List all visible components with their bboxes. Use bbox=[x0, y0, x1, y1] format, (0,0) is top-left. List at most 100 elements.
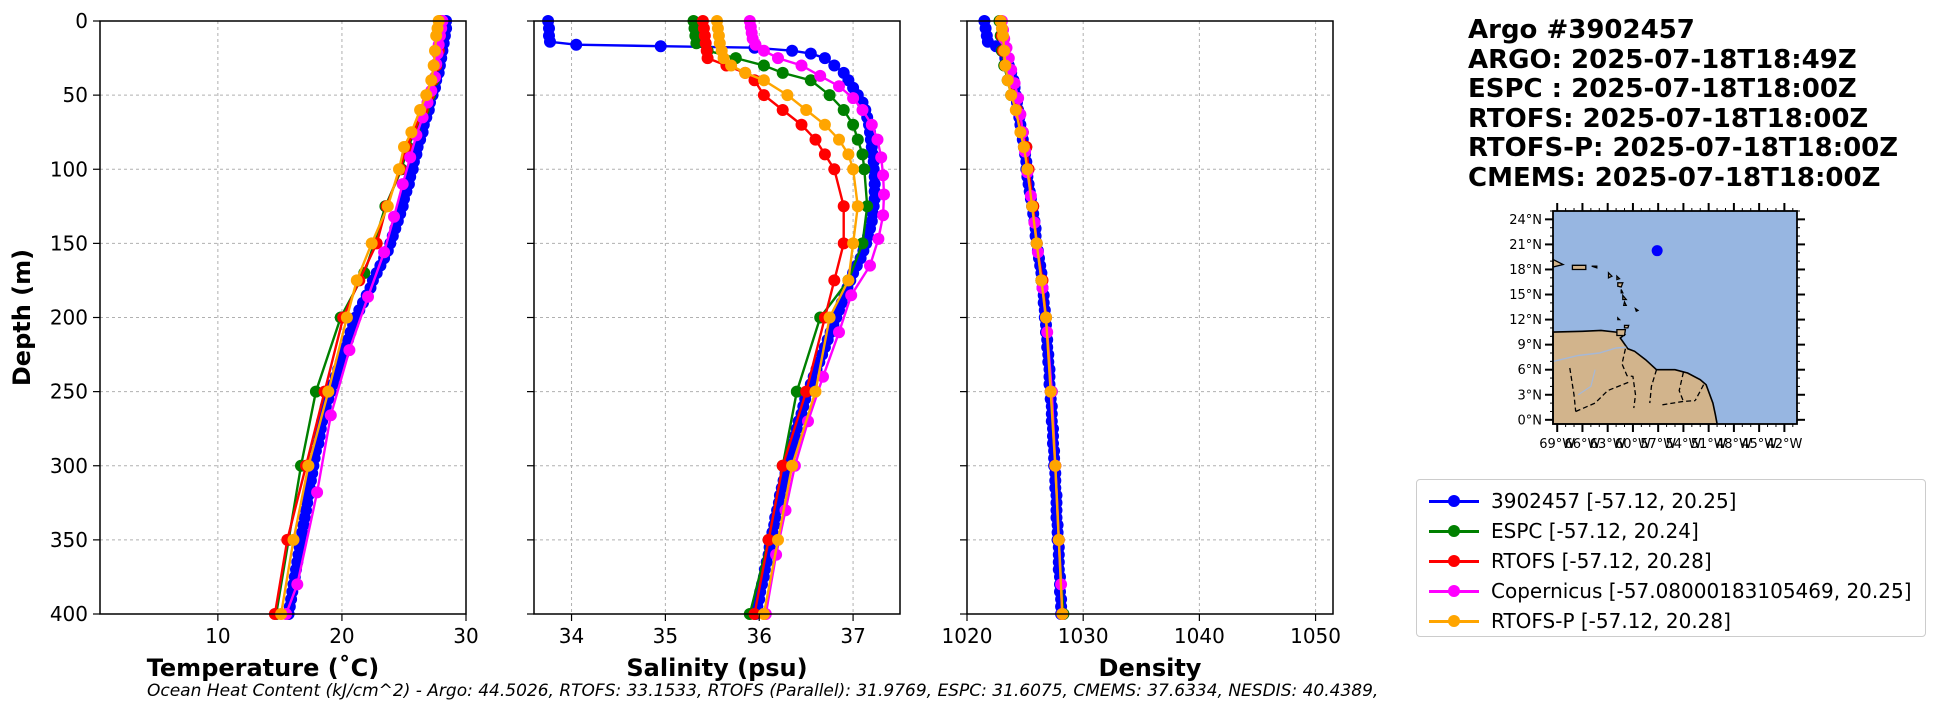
map-lon-label--48: 48°W bbox=[1716, 437, 1752, 452]
salinity-point-rtofs-17 bbox=[828, 274, 841, 287]
density-point-rtofs-p-16 bbox=[1049, 459, 1062, 472]
salinity-point-rtofs-p-20 bbox=[786, 459, 799, 472]
temperature-series-rtofs-p bbox=[275, 15, 445, 620]
salinity-point-copernicus-18 bbox=[872, 232, 885, 245]
salinity-xtick-label-36: 36 bbox=[747, 624, 772, 648]
map-island-6 bbox=[1620, 289, 1624, 294]
salinity-point-espc-12 bbox=[851, 133, 864, 146]
density-point-rtofs-p-9 bbox=[1017, 141, 1030, 153]
salinity-series-rtofs-p bbox=[711, 15, 864, 620]
salinity-point-rtofs-9 bbox=[757, 89, 770, 102]
salinity-point-copernicus-16 bbox=[878, 188, 890, 201]
depth-tick-label-200: 200 bbox=[50, 306, 88, 330]
map-lat-label-15: 15°N bbox=[1509, 288, 1542, 303]
salinity-point-rtofs-p-10 bbox=[800, 104, 813, 116]
temperature-point-rtofs-p-13 bbox=[350, 274, 363, 287]
temperature-point-copernicus-15 bbox=[362, 290, 374, 303]
salinity-point-argo-9 bbox=[818, 52, 831, 65]
map-island-5 bbox=[1617, 282, 1624, 288]
salinity-point-espc-9 bbox=[823, 89, 836, 102]
salinity-point-rtofs-p-13 bbox=[842, 148, 855, 161]
map-lat-label-9: 9°N bbox=[1518, 338, 1543, 353]
panel-density: 1020 1030 1040 1050 Density bbox=[942, 15, 1341, 682]
salinity-point-copernicus-5 bbox=[757, 44, 770, 57]
salinity-xtick-label-34: 34 bbox=[559, 624, 584, 648]
salinity-point-copernicus-15 bbox=[877, 169, 890, 182]
salinity-point-rtofs-19 bbox=[800, 385, 813, 398]
depth-tick-label-350: 350 bbox=[50, 528, 88, 552]
map-lat-label-3: 3°N bbox=[1518, 388, 1543, 403]
salinity-point-espc-8 bbox=[804, 74, 817, 87]
temperature-point-copernicus-16 bbox=[343, 344, 356, 357]
title-line-cmems-time: CMEMS: 2025-07-18T18:00Z bbox=[1468, 162, 1881, 193]
legend-swatch-copernicus bbox=[1427, 576, 1481, 606]
density-point-rtofs-p-6 bbox=[1005, 89, 1018, 102]
density-series-rtofs-p bbox=[994, 15, 1069, 620]
legend-label-rtofs-p: RTOFS-P [-57.12, 20.28] bbox=[1491, 609, 1731, 633]
temperature-point-rtofs-p-2 bbox=[430, 29, 443, 42]
density-point-rtofs-p-8 bbox=[1014, 126, 1027, 139]
density-point-rtofs-p-7 bbox=[1009, 104, 1022, 116]
salinity-point-rtofs-p-8 bbox=[757, 74, 770, 87]
density-xlabel: Density bbox=[1099, 654, 1202, 682]
density-point-rtofs-p-17 bbox=[1052, 533, 1065, 546]
depth-tick-label-50: 50 bbox=[63, 83, 88, 107]
salinity-point-rtofs-p-15 bbox=[851, 200, 864, 213]
legend-label-rtofs: RTOFS [-57.12, 20.28] bbox=[1491, 549, 1712, 573]
salinity-point-espc-11 bbox=[847, 118, 860, 131]
map-lat-label-6: 6°N bbox=[1518, 363, 1543, 378]
map-border-1 bbox=[1621, 348, 1637, 409]
map-lat-label-24: 24°N bbox=[1509, 213, 1542, 228]
title-line-rtofsp-time: RTOFS-P: 2025-07-18T18:00Z bbox=[1468, 133, 1899, 163]
salinity-point-rtofs-15 bbox=[837, 200, 850, 213]
salinity-point-rtofs-10 bbox=[776, 104, 789, 116]
salinity-xtick-label-35: 35 bbox=[653, 624, 678, 648]
density-point-rtofs-p-13 bbox=[1035, 274, 1048, 287]
map-float-marker bbox=[1651, 245, 1663, 257]
salinity-point-copernicus-4 bbox=[749, 38, 762, 51]
legend-label-copernicus: Copernicus [-57.08000183105469, 20.25] bbox=[1491, 579, 1912, 603]
map-lon-label--66: 66°W bbox=[1564, 437, 1600, 452]
depth-tick-label-100: 100 bbox=[50, 157, 88, 181]
salinity-xtick-label-37: 37 bbox=[840, 624, 865, 648]
panel-salinity: 34 35 36 37 Salinity (psu) bbox=[527, 15, 901, 682]
map-lon-label--45: 45°W bbox=[1741, 437, 1777, 452]
salinity-point-copernicus-12 bbox=[865, 118, 878, 131]
legend-swatch-argo bbox=[1427, 486, 1481, 516]
salinity-point-rtofs-16 bbox=[837, 237, 850, 250]
temperature-point-copernicus-12 bbox=[396, 178, 409, 191]
panel-temperature: 0 50 100 150 200 250 300 350 400 10 20 30 Temperatur… bbox=[8, 9, 479, 682]
temperature-point-rtofs-p-3 bbox=[429, 44, 441, 57]
salinity-point-espc-16 bbox=[856, 237, 869, 250]
legend-item-espc: ESPC [-57.12, 20.24] bbox=[1417, 516, 1699, 546]
salinity-point-rtofs-p-6 bbox=[725, 59, 738, 72]
temperature-point-copernicus-17 bbox=[324, 409, 337, 422]
legend: 3902457 [-57.12, 20.25] ESPC [-57.12, 20… bbox=[1416, 479, 1926, 637]
salinity-point-copernicus-11 bbox=[856, 104, 869, 116]
legend-item-rtofs: RTOFS [-57.12, 20.28] bbox=[1417, 546, 1712, 576]
legend-item-copernicus: Copernicus [-57.08000183105469, 20.25] bbox=[1417, 576, 1912, 606]
density-point-rtofs-p-14 bbox=[1040, 311, 1052, 324]
map-border-5 bbox=[1575, 381, 1629, 413]
salinity-point-rtofs-p-19 bbox=[809, 385, 822, 398]
density-point-rtofs-p-11 bbox=[1026, 200, 1039, 213]
salinity-point-rtofs-p-11 bbox=[818, 118, 831, 131]
legend-label-argo: 3902457 [-57.12, 20.25] bbox=[1491, 489, 1737, 513]
map-lat-label-0: 0°N bbox=[1518, 413, 1543, 428]
density-xtick-label-1050: 1050 bbox=[1290, 624, 1341, 648]
title-line-argo-id: Argo #3902457 bbox=[1468, 15, 1695, 45]
inset-map: 0°N 3°N 6°N 9°N 12°N 15°N 18°N 21°N 24°N 69°W66°W… bbox=[1509, 203, 1805, 452]
map-lon-label--54: 54°W bbox=[1665, 437, 1701, 452]
temperature-point-rtofs-p-16 bbox=[302, 459, 315, 472]
salinity-point-rtofs-p-17 bbox=[842, 274, 855, 287]
depth-tick-label-150: 150 bbox=[50, 231, 88, 255]
salinity-point-copernicus-8 bbox=[814, 69, 827, 82]
salinity-point-rtofs-13 bbox=[818, 148, 831, 161]
salinity-point-rtofs-p-21 bbox=[772, 533, 784, 546]
legend-label-espc: ESPC [-57.12, 20.24] bbox=[1491, 519, 1699, 543]
salinity-point-argo-3 bbox=[544, 35, 556, 48]
legend-swatch-rtofs bbox=[1427, 546, 1481, 576]
density-point-rtofs-p-2 bbox=[997, 29, 1009, 42]
title-line-argo-time: ARGO: 2025-07-18T18:49Z bbox=[1468, 44, 1857, 75]
salinity-point-copernicus-19 bbox=[864, 259, 876, 272]
